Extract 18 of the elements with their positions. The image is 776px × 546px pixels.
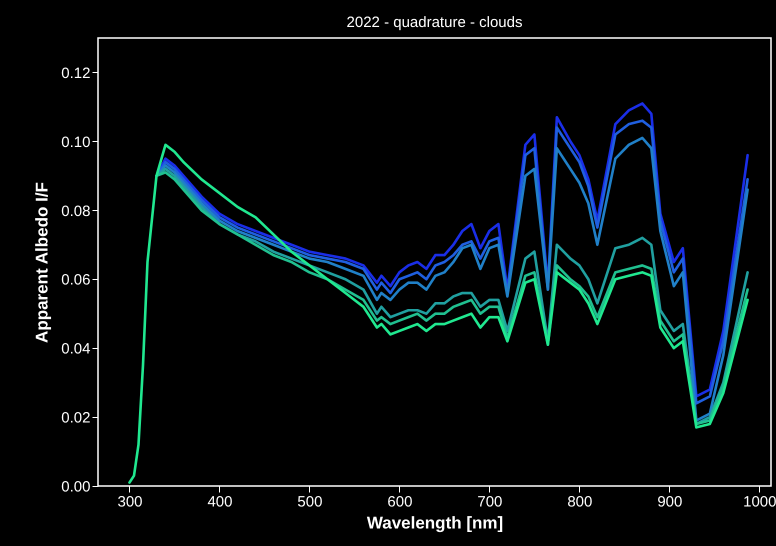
y-tick-label: 0.06 <box>61 272 90 289</box>
y-tick-label: 0.04 <box>61 340 90 358</box>
x-tick-label: 400 <box>207 494 232 510</box>
x-tick-label: 700 <box>477 494 502 510</box>
y-tick-label: 0.00 <box>61 478 90 496</box>
y-axis-title: Apparent Albedo I/F <box>32 182 52 343</box>
x-tick-label: 300 <box>117 494 143 510</box>
y-tick-label: 0.12 <box>61 64 90 82</box>
chart-title: 2022 - quadrature - clouds <box>346 14 522 31</box>
x-tick-label: 800 <box>567 494 592 510</box>
x-tick-label: 600 <box>387 494 412 510</box>
x-tick-label: 1000 <box>743 494 776 510</box>
x-axis-title: Wavelength [nm] <box>366 514 504 532</box>
y-tick-label: 0.08 <box>61 202 90 220</box>
x-tick-label: 900 <box>657 494 682 510</box>
y-tick-label: 0.10 <box>61 134 90 151</box>
y-tick-label: 0.02 <box>61 410 90 427</box>
x-tick-label: 500 <box>297 494 322 510</box>
